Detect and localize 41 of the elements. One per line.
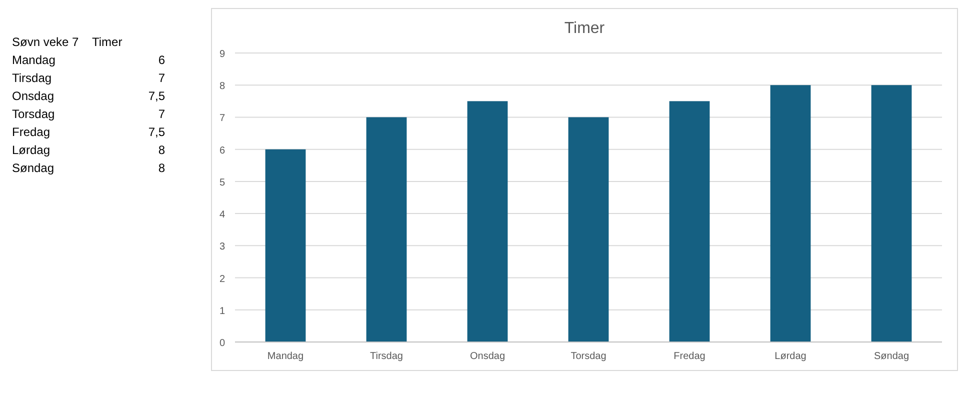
y-tick-label: 6 <box>219 145 226 156</box>
bar <box>366 117 407 342</box>
bar <box>669 101 710 342</box>
y-tick-label: 0 <box>219 338 226 349</box>
y-tick-label: 8 <box>219 81 226 92</box>
x-tick-label: Onsdag <box>470 351 506 362</box>
x-tick-label: Tirsdag <box>370 351 403 362</box>
text: Lørdag <box>12 143 50 157</box>
y-tick-label: 2 <box>219 274 226 285</box>
text: Tirsdag <box>12 71 52 85</box>
text: Søndag <box>12 161 54 175</box>
bar <box>265 149 306 342</box>
text: Onsdag <box>12 89 54 103</box>
x-tick-label: Fredag <box>674 351 706 362</box>
bar <box>770 85 811 342</box>
bar <box>467 101 508 342</box>
text: 6 <box>158 53 166 67</box>
text: Timer <box>92 35 122 49</box>
text: Fredag <box>12 125 50 139</box>
y-tick-label: 1 <box>219 306 226 317</box>
bar <box>568 117 609 342</box>
text: 7,5 <box>148 125 166 139</box>
text: 7 <box>158 107 166 121</box>
x-tick-label: Søndag <box>874 351 910 362</box>
text: 8 <box>158 161 166 175</box>
text: Torsdag <box>12 107 55 121</box>
y-tick-label: 9 <box>219 49 226 60</box>
text: Mandag <box>12 53 56 67</box>
text: Søvn veke 7 <box>12 35 80 49</box>
y-tick-label: 3 <box>219 242 226 253</box>
text: 7 <box>158 71 166 85</box>
y-tick-label: 5 <box>219 177 226 188</box>
bar <box>871 85 912 342</box>
x-tick-label: Lørdag <box>774 351 806 362</box>
text: 7,5 <box>148 89 166 103</box>
y-tick-label: 4 <box>219 210 226 221</box>
text: 8 <box>158 143 166 157</box>
x-tick-label: Mandag <box>267 351 304 362</box>
y-tick-label: 7 <box>219 113 226 124</box>
x-tick-label: Torsdag <box>570 351 606 362</box>
chart-title: Timer <box>564 20 606 37</box>
